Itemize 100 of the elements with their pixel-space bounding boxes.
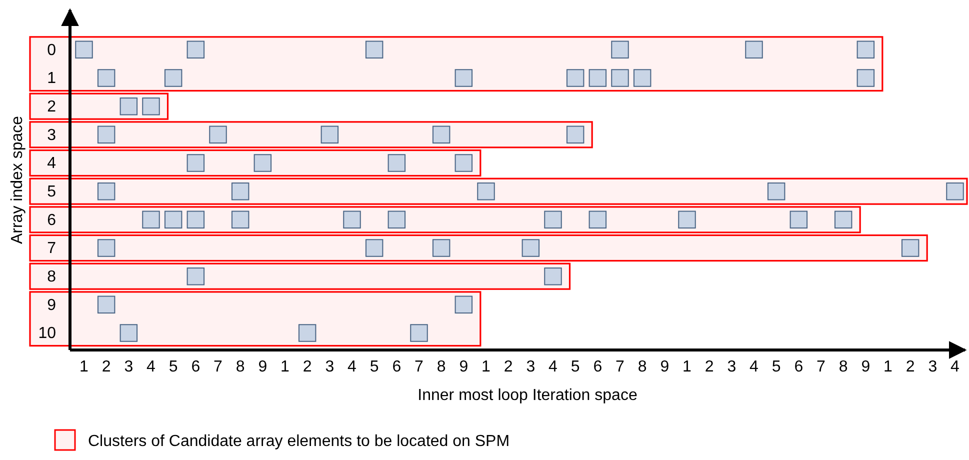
point <box>365 239 384 257</box>
x-tick-label: 2 <box>504 358 513 376</box>
point <box>566 126 584 144</box>
point <box>388 210 406 229</box>
point <box>320 126 339 144</box>
x-tick-label: 2 <box>102 358 111 376</box>
point <box>231 182 250 200</box>
point <box>186 210 205 229</box>
point <box>834 210 852 229</box>
x-tick-label: 5 <box>168 358 178 376</box>
point <box>186 154 205 172</box>
point <box>454 69 473 87</box>
x-tick-label: 3 <box>325 358 334 376</box>
y-tick-label: 3 <box>47 126 56 144</box>
point <box>97 296 116 314</box>
point <box>365 40 384 59</box>
x-tick-label: 8 <box>838 358 848 376</box>
y-tick-label: 6 <box>47 212 56 229</box>
x-tick-label: 2 <box>302 358 312 376</box>
point <box>75 40 93 59</box>
x-tick-label: 6 <box>593 358 602 376</box>
point <box>588 69 607 87</box>
y-tick-label: 2 <box>47 98 56 116</box>
y-tick-label: 0 <box>47 42 56 59</box>
point <box>588 210 607 229</box>
point <box>186 40 205 59</box>
x-tick-label: 9 <box>660 358 670 376</box>
x-tick-label: 3 <box>124 358 134 376</box>
x-tick-label: 7 <box>414 358 424 376</box>
point <box>432 126 450 144</box>
point <box>164 210 182 229</box>
x-tick-label: 1 <box>682 358 692 376</box>
x-tick-label: 2 <box>906 358 915 376</box>
x-tick-label: 2 <box>704 358 714 376</box>
point <box>767 182 786 200</box>
point <box>142 97 160 116</box>
x-tick-label: 7 <box>214 358 223 376</box>
legend-label: Clusters of Candidate array elements to be located on SPM <box>88 433 510 450</box>
point <box>254 154 272 172</box>
x-tick-label: 1 <box>280 358 290 376</box>
x-tick-label: 4 <box>348 358 357 376</box>
point <box>454 296 473 314</box>
point <box>120 324 138 342</box>
x-tick-label: 9 <box>459 358 468 376</box>
point <box>186 267 205 286</box>
x-tick-label: 4 <box>750 358 759 376</box>
point <box>97 239 116 257</box>
x-tick-label: 3 <box>928 358 938 376</box>
y-axis-title: Array index space <box>9 116 26 244</box>
y-tick-label: 4 <box>47 155 56 172</box>
point <box>566 69 584 87</box>
point <box>790 210 808 229</box>
y-tick-label: 10 <box>38 325 56 342</box>
point <box>97 126 116 144</box>
x-tick-label: 8 <box>436 358 446 376</box>
x-tick-label: 5 <box>370 358 379 376</box>
y-tick-label: 7 <box>47 240 56 258</box>
x-tick-label: 9 <box>861 358 870 376</box>
point <box>388 154 406 172</box>
x-tick-label: 3 <box>526 358 536 376</box>
point <box>856 69 875 87</box>
point <box>678 210 696 229</box>
point <box>745 40 763 59</box>
point <box>477 182 495 200</box>
point <box>298 324 316 342</box>
x-axis-title: Inner most loop Iteration space <box>418 387 638 404</box>
x-tick-label: 5 <box>772 358 781 376</box>
point <box>432 239 450 257</box>
x-tick-label: 8 <box>236 358 245 376</box>
x-tick-label: 5 <box>570 358 580 376</box>
point <box>97 182 116 200</box>
x-tick-label: 9 <box>258 358 268 376</box>
y-tick-label: 5 <box>47 183 56 200</box>
x-tick-label: 3 <box>727 358 736 376</box>
point <box>454 154 473 172</box>
x-tick-label: 4 <box>548 358 558 376</box>
point <box>611 69 629 87</box>
x-tick-label: 6 <box>392 358 402 376</box>
y-tick-label: 1 <box>47 70 56 88</box>
y-tick-label: 8 <box>47 268 56 286</box>
point <box>544 210 562 229</box>
x-tick-label: 4 <box>146 358 156 376</box>
x-tick-label: 6 <box>191 358 200 376</box>
x-tick-label: 7 <box>616 358 625 376</box>
point <box>901 239 920 257</box>
point <box>343 210 361 229</box>
x-tick-label: 8 <box>638 358 647 376</box>
x-tick-label: 4 <box>950 358 960 376</box>
point <box>856 40 875 59</box>
x-tick-label: 1 <box>482 358 491 376</box>
y-tick-label: 9 <box>47 296 56 314</box>
x-tick-label: 1 <box>80 358 89 376</box>
point <box>946 182 964 200</box>
point <box>611 40 629 59</box>
point <box>522 239 540 257</box>
point <box>231 210 250 229</box>
x-tick-label: 7 <box>816 358 826 376</box>
point <box>120 97 138 116</box>
point <box>410 324 428 342</box>
point <box>97 69 116 87</box>
